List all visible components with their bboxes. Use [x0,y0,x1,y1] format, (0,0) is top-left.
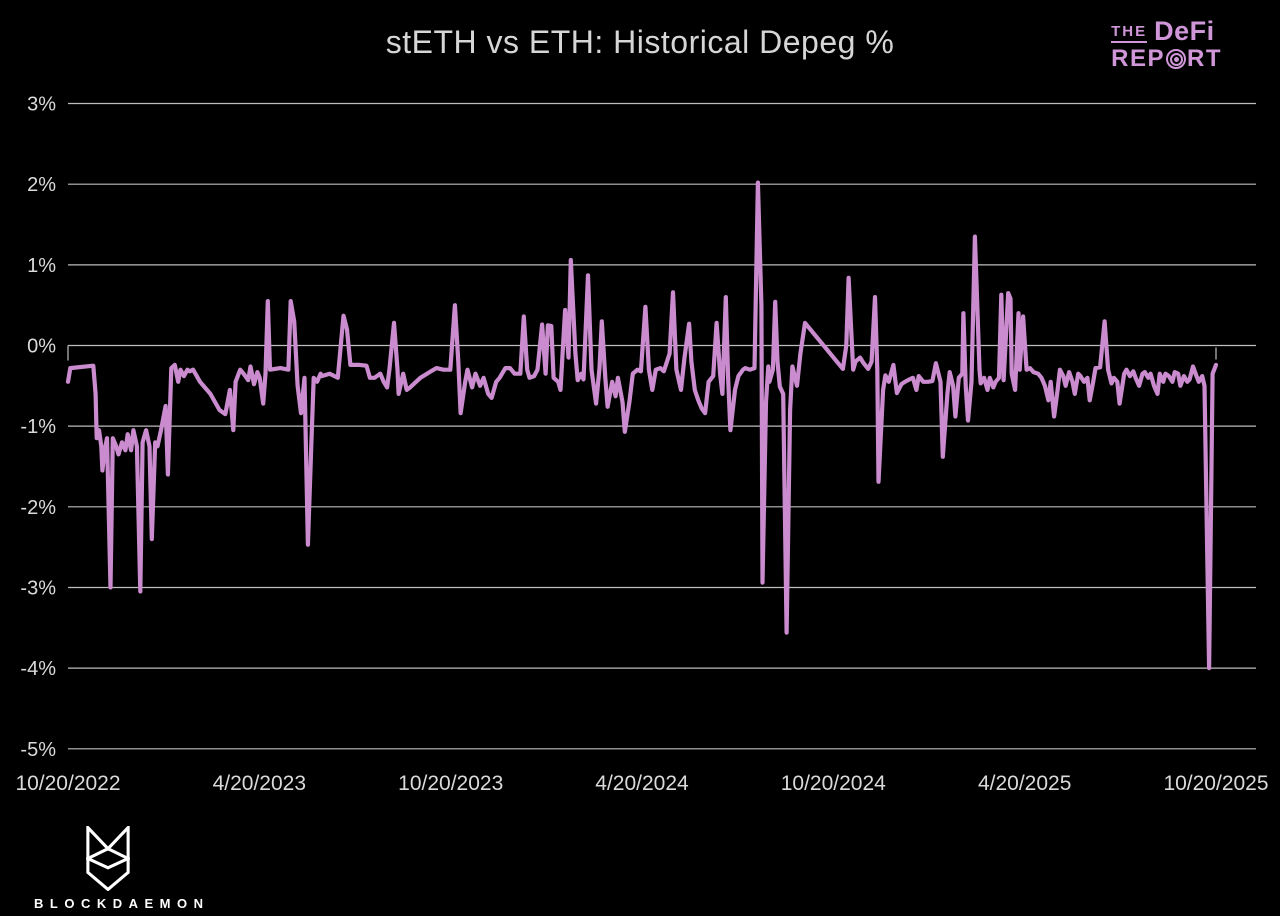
logo-rep-text: REP [1111,45,1165,72]
logo-the-text: THE [1111,24,1148,43]
x-tick-label: 10/20/2022 [15,772,120,795]
blockdaemon-fox-icon [86,826,130,891]
defi-report-logo: THE DeFi REP RT [1111,18,1222,71]
defi-logo-line1: THE DeFi [1111,18,1222,45]
y-tick-label: -4% [20,658,56,680]
y-tick-label: -2% [20,497,56,519]
y-tick-label: -1% [20,416,56,438]
x-tick-label: 10/20/2024 [781,772,886,795]
blockdaemon-wordmark: BLOCKDAEMON [34,896,210,911]
y-tick-label: 2% [27,174,56,196]
y-tick-label: 0% [27,336,56,358]
x-tick-label: 4/20/2024 [595,772,689,795]
logo-defi-text: DeFi [1154,16,1215,46]
logo-rt-text: RT [1187,45,1222,72]
x-tick-label: 10/20/2025 [1163,772,1268,795]
x-tick-label: 4/20/2023 [213,772,306,795]
y-tick-label: 1% [27,255,56,277]
blockdaemon-logo: BLOCKDAEMON [28,826,210,911]
y-tick-label: -3% [20,578,56,600]
page-title: stETH vs ETH: Historical Depeg % [385,24,895,60]
x-tick-label: 10/20/2023 [398,772,503,795]
y-tick-label: -5% [20,739,56,761]
y-tick-label: 3% [27,94,56,116]
x-tick-label: 4/20/2025 [978,772,1071,795]
axis-end-tick-icon [67,345,1217,361]
defi-logo-line2: REP RT [1111,47,1222,71]
bullseye-o-icon [1166,49,1186,69]
depeg-line-series [65,180,1219,671]
